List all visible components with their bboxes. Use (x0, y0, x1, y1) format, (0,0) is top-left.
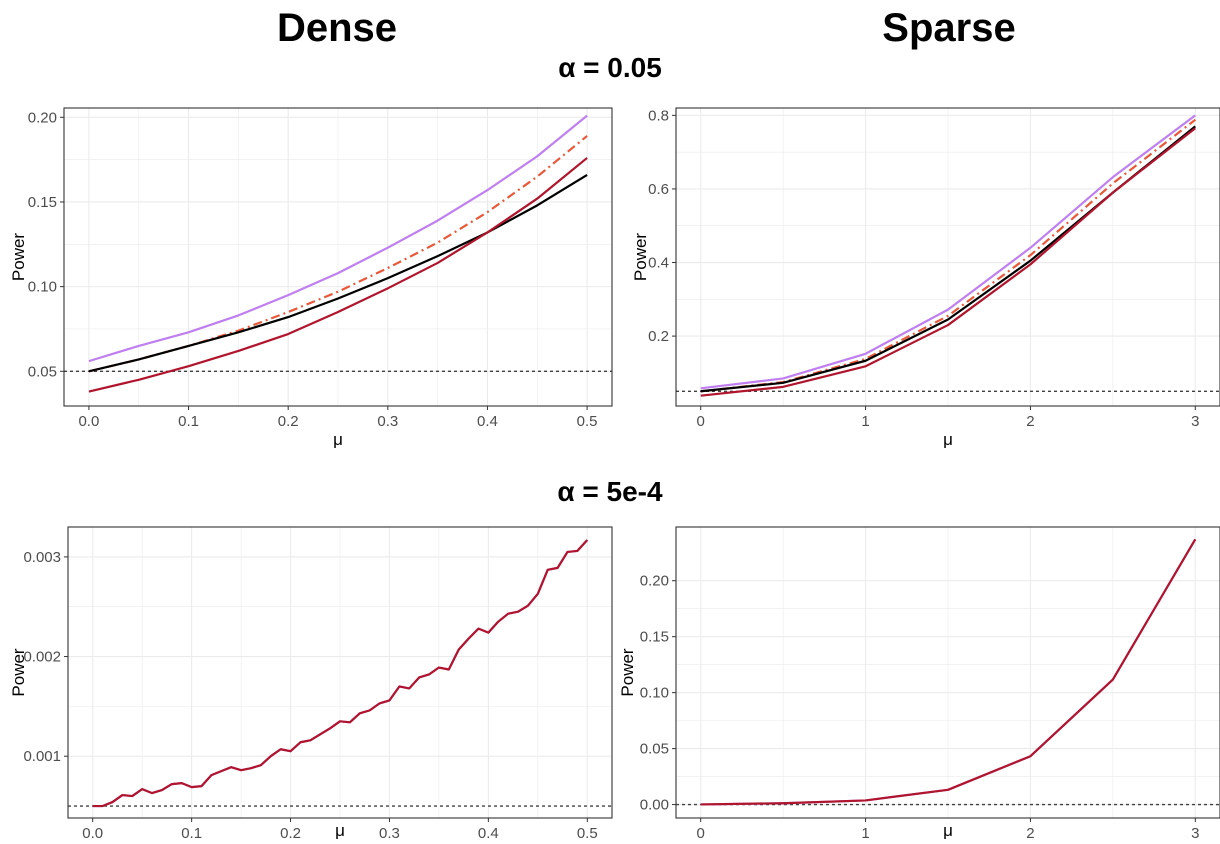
y-tick-label: 0.001 (23, 748, 61, 765)
y-tick-label: 0.05 (640, 741, 669, 758)
x-tick-label: 0.4 (477, 413, 498, 430)
y-tick-label: 0.20 (640, 573, 669, 590)
series-line-purple (700, 114, 1196, 390)
y-tick-label: 0.4 (648, 255, 669, 272)
y-tick-label: 0.00 (640, 797, 669, 814)
alpha-5e4-row-title: α = 5e-4 (557, 476, 663, 507)
y-tick-label: 0.002 (23, 649, 61, 666)
x-tick-label: 0.4 (478, 825, 499, 842)
y-axis-title: Power (9, 233, 28, 282)
x-axis-title: μ (943, 430, 953, 449)
x-tick-label: 0 (697, 413, 705, 430)
y-tick-label: 0.6 (648, 181, 669, 198)
panel-border (675, 107, 1220, 407)
panel-border (63, 107, 613, 407)
y-tick-label: 0.15 (640, 629, 669, 646)
y-axis-title: Power (9, 648, 28, 697)
x-tick-label: 0.2 (278, 413, 299, 430)
x-tick-label: 2 (1026, 825, 1034, 842)
x-tick-label: 0.0 (82, 825, 103, 842)
x-tick-label: 1 (861, 413, 869, 430)
x-tick-label: 0.5 (577, 413, 598, 430)
y-axis-title: Power (618, 648, 637, 697)
x-tick-label: 0.3 (377, 413, 398, 430)
series-line-orange (88, 135, 588, 373)
series-line-purple (88, 114, 588, 363)
series-line-red (700, 127, 1196, 397)
x-axis-title: μ (943, 821, 953, 840)
x-tick-label: 0 (697, 825, 705, 842)
x-axis-title: μ (333, 430, 343, 449)
x-tick-label: 0.3 (379, 825, 400, 842)
dense-column-title: Dense (276, 6, 398, 50)
series-line-red (700, 538, 1197, 806)
y-tick-label: 0.15 (28, 194, 57, 211)
y-tick-label: 0.003 (23, 549, 61, 566)
y-tick-label: 0.05 (28, 363, 57, 380)
y-tick-label: 0.10 (28, 279, 57, 296)
x-tick-label: 1 (861, 825, 869, 842)
y-tick-label: 0.8 (648, 107, 669, 124)
series-line-red (92, 539, 589, 808)
x-tick-label: 0.5 (577, 825, 598, 842)
x-tick-label: 3 (1191, 413, 1199, 430)
series-line-red (88, 157, 588, 393)
x-tick-label: 0.2 (280, 825, 301, 842)
alpha-005-row-title: α = 0.05 (558, 52, 662, 83)
x-axis-title: μ (335, 821, 345, 840)
panel-border (675, 526, 1220, 819)
y-tick-label: 0.20 (28, 109, 57, 126)
y-axis-title: Power (631, 233, 650, 282)
sparse-column-title: Sparse (882, 6, 1016, 50)
x-tick-label: 0.1 (181, 825, 202, 842)
x-tick-label: 0.0 (78, 413, 99, 430)
y-tick-label: 0.2 (648, 328, 669, 345)
panel-border (67, 526, 613, 819)
x-tick-label: 0.1 (178, 413, 199, 430)
series-line-black (88, 173, 588, 373)
x-tick-label: 2 (1026, 413, 1034, 430)
x-tick-label: 3 (1191, 825, 1199, 842)
y-tick-label: 0.10 (640, 685, 669, 702)
